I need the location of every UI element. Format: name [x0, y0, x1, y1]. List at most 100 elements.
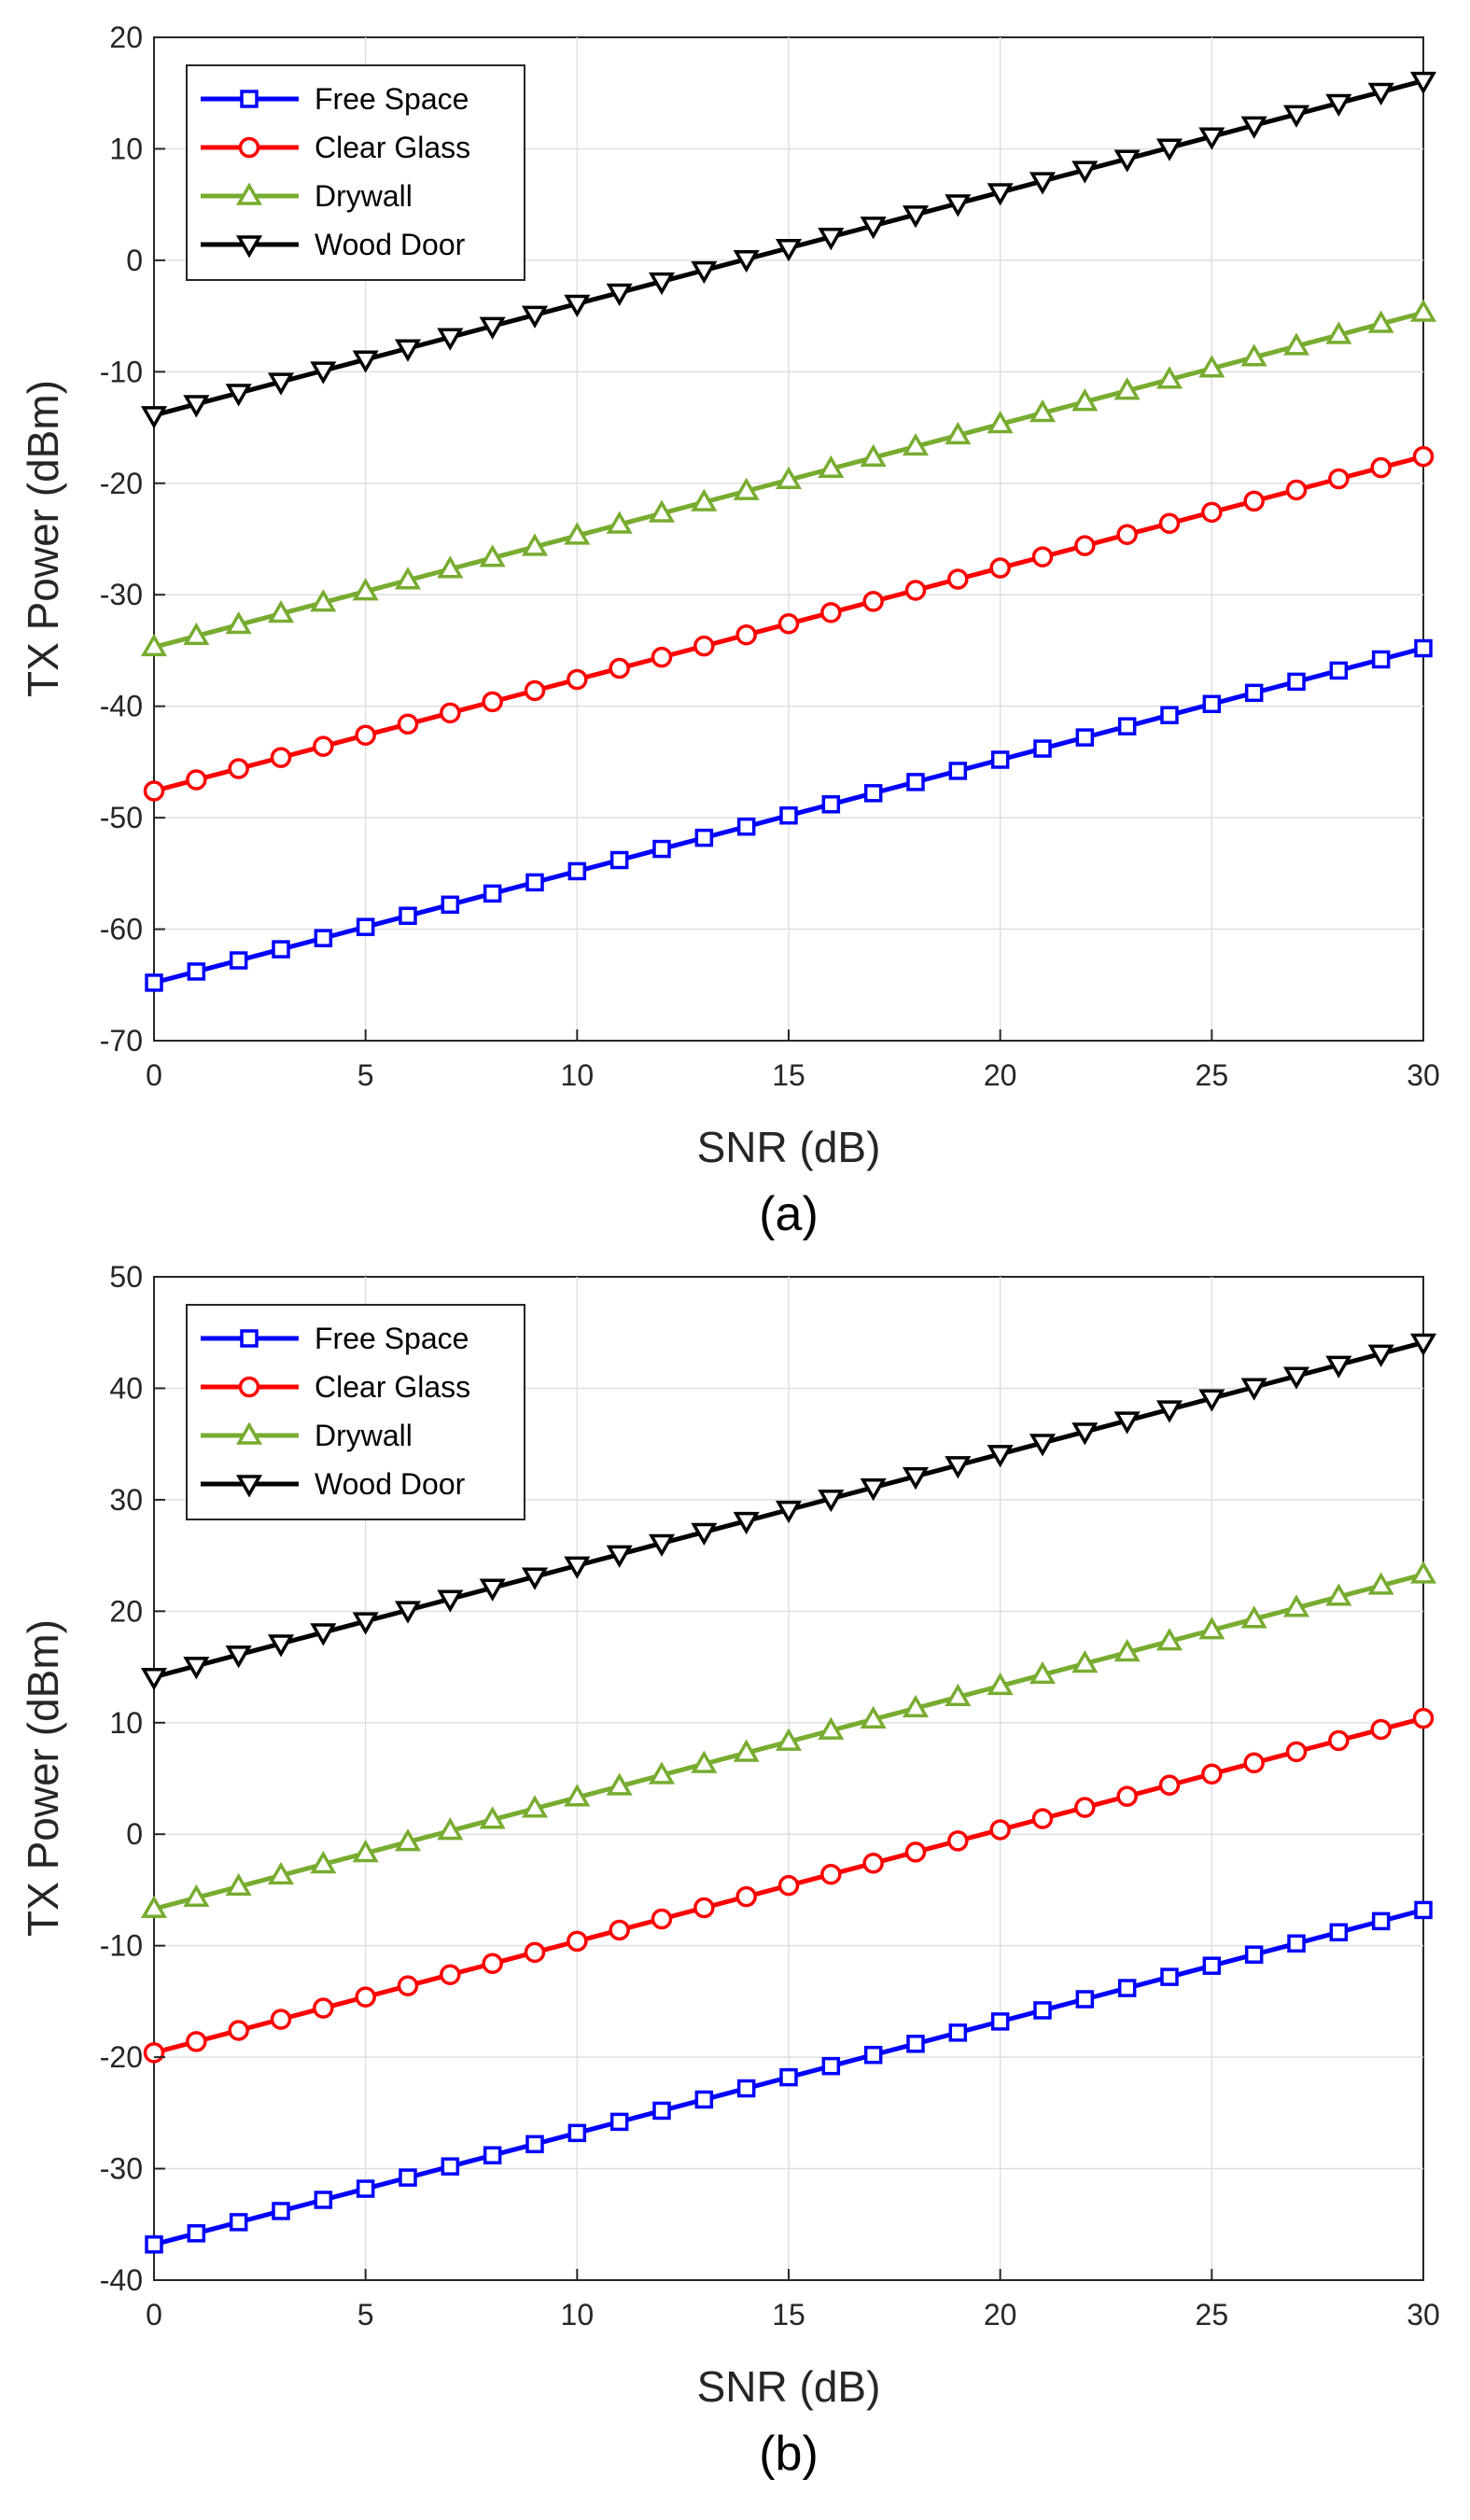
data-point-clear-glass — [820, 1863, 842, 1885]
data-point-wood-door — [394, 339, 422, 362]
data-point-drywall — [606, 511, 633, 534]
data-point-wood-door — [1155, 138, 1183, 161]
data-point-free-space — [821, 795, 841, 814]
data-point-clear-glass — [1370, 1718, 1392, 1741]
legend-marker-wood-door — [235, 235, 263, 259]
data-point-clear-glass — [1285, 479, 1308, 501]
data-point-free-space — [1371, 650, 1391, 669]
data-point-drywall — [987, 410, 1014, 434]
data-point-clear-glass — [355, 724, 376, 746]
legend-label: Clear Glass — [315, 1370, 470, 1404]
x-tick-label: 0 — [146, 2298, 162, 2331]
chart-panel-b: 0 5 10 15 20 25 30 -40 -30 -20 -10 0 10 20 30 40 50 SNR … — [19, 1260, 1440, 2481]
data-point-wood-door — [352, 1612, 379, 1635]
data-point-clear-glass — [693, 635, 715, 657]
data-point-clear-glass — [313, 735, 334, 757]
data-point-drywall — [945, 421, 972, 445]
data-point-wood-door — [140, 1668, 168, 1691]
data-point-drywall — [564, 1784, 591, 1807]
data-point-clear-glass — [904, 1841, 927, 1863]
data-point-drywall — [1282, 332, 1310, 356]
data-point-drywall — [1155, 366, 1183, 389]
data-point-clear-glass — [440, 702, 461, 724]
data-point-clear-glass — [609, 657, 630, 679]
data-point-drywall — [267, 600, 295, 623]
data-point-free-space — [1202, 694, 1222, 714]
data-point-clear-glass — [1201, 1763, 1223, 1785]
data-point-free-space — [1075, 1990, 1095, 2009]
data-point-clear-glass — [1243, 1752, 1265, 1774]
data-point-clear-glass — [735, 623, 757, 646]
data-point-drywall — [902, 1694, 930, 1717]
y-tick-label: -40 — [100, 690, 143, 723]
data-point-drywall — [521, 533, 549, 556]
data-point-drywall — [945, 1683, 972, 1707]
data-point-free-space — [1287, 1934, 1306, 1953]
data-point-wood-door — [648, 272, 676, 296]
x-tick-label: 10 — [561, 1058, 595, 1092]
data-point-clear-glass — [440, 1964, 461, 1985]
grid-b — [154, 1277, 1423, 2280]
data-point-wood-door — [1198, 1389, 1225, 1412]
data-point-clear-glass — [1412, 1707, 1435, 1729]
data-point-drywall — [1071, 1649, 1099, 1673]
data-point-drywall — [1240, 1605, 1267, 1629]
data-point-free-space — [1202, 1956, 1222, 1975]
data-point-clear-glass — [777, 1874, 800, 1897]
x-tick-label: 20 — [984, 2298, 1017, 2331]
data-point-clear-glass — [1116, 1785, 1138, 1807]
data-point-free-space — [229, 2213, 248, 2232]
data-point-wood-door — [310, 361, 337, 385]
data-point-wood-door — [521, 305, 549, 329]
data-point-clear-glass — [270, 2009, 292, 2030]
data-point-wood-door — [606, 283, 633, 307]
data-point-wood-door — [225, 384, 252, 407]
data-point-clear-glass — [186, 2031, 207, 2052]
data-point-wood-door — [437, 1589, 464, 1613]
data-point-drywall — [606, 1772, 633, 1796]
data-point-drywall — [1113, 1639, 1141, 1662]
data-point-drywall — [1409, 299, 1437, 322]
data-point-drywall — [521, 1795, 549, 1818]
data-point-clear-glass — [947, 1830, 969, 1852]
x-tick-label: 20 — [984, 1058, 1017, 1092]
data-point-free-space — [1033, 2001, 1052, 2020]
data-point-wood-door — [1029, 1434, 1057, 1457]
data-point-wood-door — [1198, 127, 1225, 150]
data-point-clear-glass — [1201, 501, 1223, 524]
data-point-wood-door — [987, 183, 1014, 206]
y-tick-label: 10 — [109, 1706, 143, 1740]
data-point-clear-glass — [1328, 1729, 1350, 1752]
data-point-free-space — [948, 762, 968, 780]
legend-item-free-space: Free Space — [201, 1322, 469, 1355]
data-point-free-space — [863, 2045, 883, 2065]
data-point-drywall — [902, 432, 930, 456]
data-point-drywall — [1367, 310, 1394, 333]
y-tick-label: -30 — [100, 2152, 143, 2186]
data-point-wood-door — [1325, 1355, 1352, 1379]
data-point-clear-glass — [143, 780, 165, 802]
data-point-free-space — [1244, 683, 1264, 703]
y-tick-label: -40 — [100, 2263, 143, 2297]
data-point-clear-glass — [862, 591, 884, 612]
data-point-drywall — [1113, 377, 1141, 400]
y-axis-title-a: TX Power (dBm) — [19, 380, 67, 697]
data-point-free-space — [1117, 717, 1137, 735]
data-point-free-space — [1287, 672, 1306, 692]
data-point-clear-glass — [989, 1819, 1011, 1841]
data-point-drywall — [775, 1728, 803, 1751]
legend-a: Free Space Clear Glass Drywall Wood Door — [186, 64, 525, 281]
data-point-free-space — [567, 861, 587, 881]
series-free-space — [145, 638, 1433, 992]
data-point-free-space — [1371, 1911, 1391, 1931]
data-point-wood-door — [1409, 1333, 1437, 1356]
data-point-free-space — [1414, 638, 1433, 658]
data-point-clear-glass — [186, 769, 207, 791]
data-point-clear-glass — [820, 602, 842, 623]
x-tick-label: 5 — [357, 1058, 374, 1092]
data-point-free-space — [441, 2157, 460, 2176]
data-point-free-space — [779, 805, 798, 825]
data-point-clear-glass — [989, 557, 1011, 579]
data-point-free-space — [990, 750, 1010, 769]
ticks-b: 0 5 10 15 20 25 30 -40 -30 -20 -10 0 10 20 30 40 50 — [100, 1260, 1440, 2331]
